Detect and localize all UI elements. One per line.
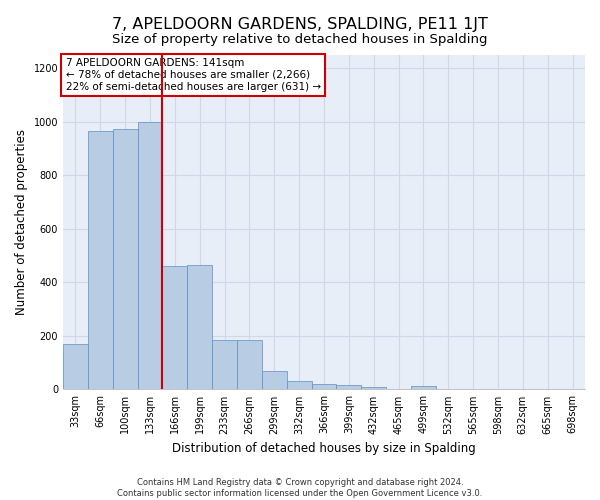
Bar (212, 340, 237, 390)
Text: 7 APELDOORN GARDENS: 141sqm
← 78% of detached houses are smaller (2,266)
22% of : 7 APELDOORN GARDENS: 141sqm ← 78% of det… (65, 58, 321, 92)
X-axis label: Distribution of detached houses by size in Spalding: Distribution of detached houses by size … (172, 442, 476, 455)
Bar (311, 384, 337, 390)
Bar (88, 132, 113, 390)
Bar (63, 344, 88, 390)
Text: Contains HM Land Registry data © Crown copyright and database right 2024.
Contai: Contains HM Land Registry data © Crown c… (118, 478, 482, 498)
Text: 7, APELDOORN GARDENS, SPALDING, PE11 1JT: 7, APELDOORN GARDENS, SPALDING, PE11 1JT (112, 18, 488, 32)
Bar (361, 387, 386, 390)
Bar (237, 340, 262, 390)
Bar (262, 370, 287, 390)
Bar (187, 265, 212, 390)
Bar (163, 266, 187, 390)
Text: Size of property relative to detached houses in Spalding: Size of property relative to detached ho… (112, 32, 488, 46)
Y-axis label: Number of detached properties: Number of detached properties (15, 129, 28, 315)
Bar (137, 122, 163, 390)
Bar (411, 386, 436, 390)
Bar (113, 128, 137, 390)
Bar (287, 382, 311, 390)
Bar (337, 384, 361, 390)
